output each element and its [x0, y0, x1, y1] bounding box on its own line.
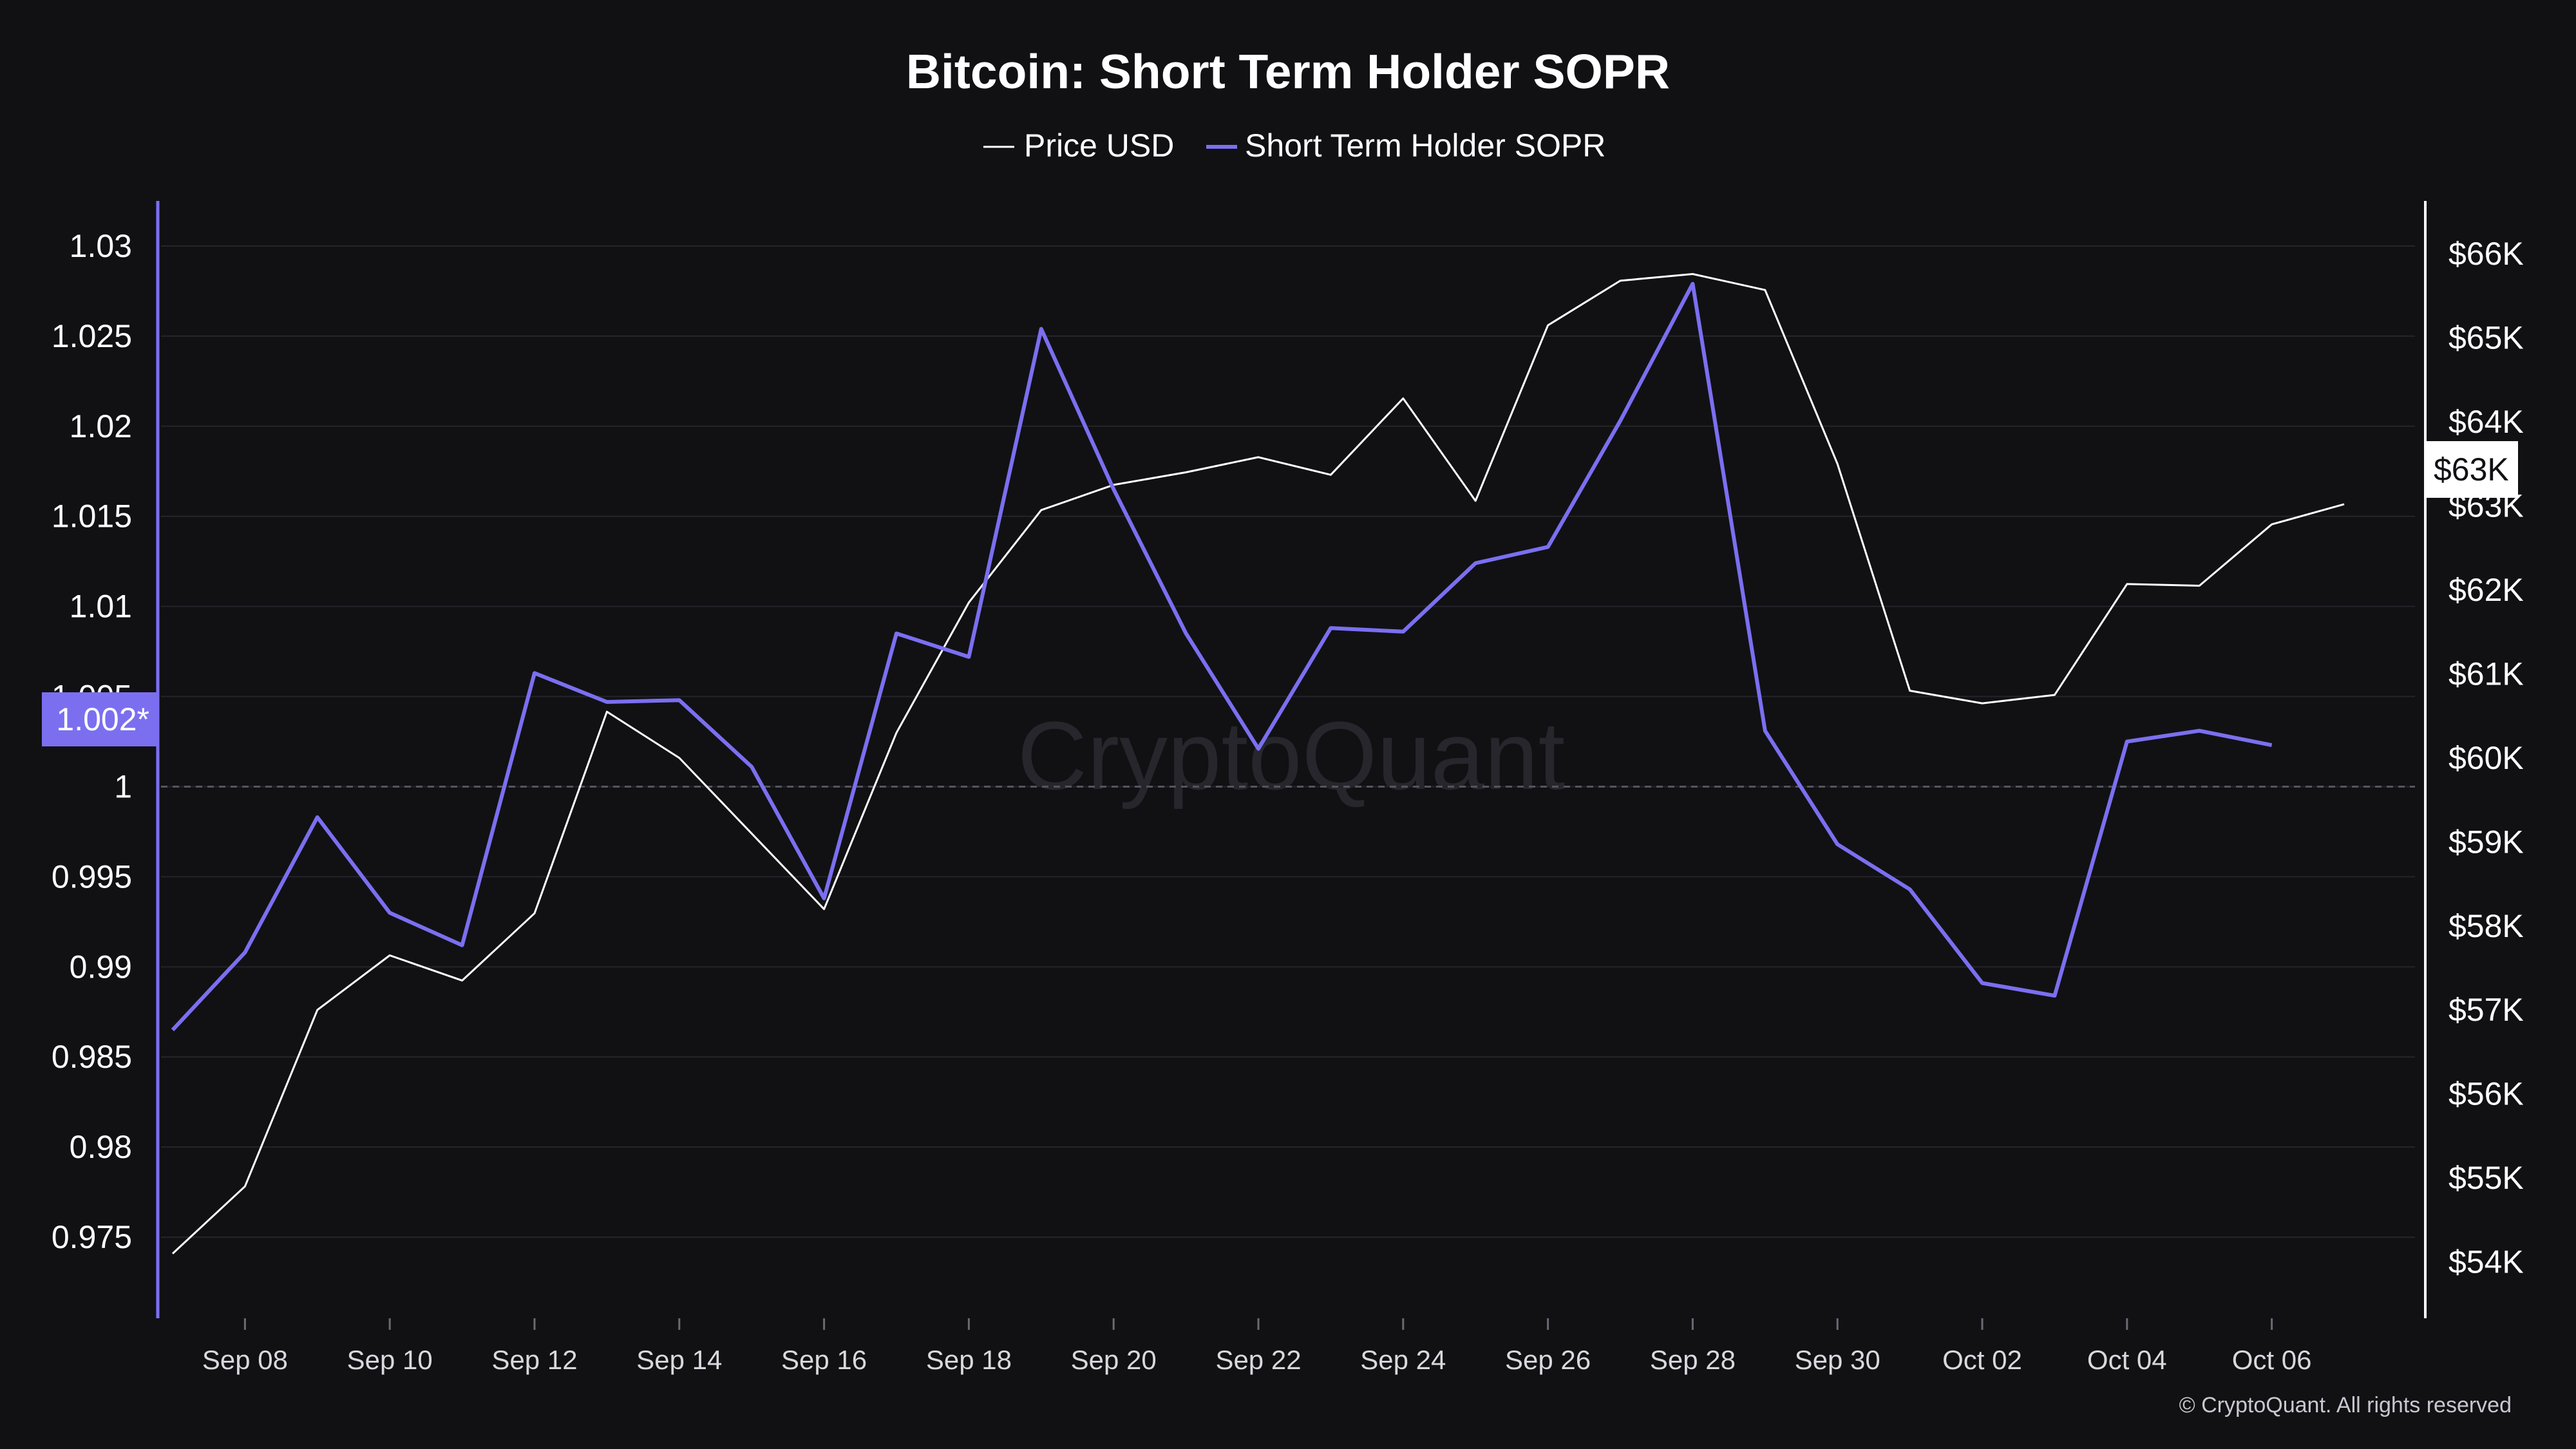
legend-sopr-label[interactable]: Short Term Holder SOPR — [1245, 128, 1605, 164]
x-tick-label: Oct 02 — [1942, 1345, 2022, 1375]
left-tick-label: 0.985 — [52, 1039, 132, 1075]
left-tick-label: 0.975 — [52, 1219, 132, 1255]
right-tick-label: $65K — [2448, 320, 2524, 356]
right-tick-label: $55K — [2448, 1160, 2524, 1196]
left-tick-label: 0.98 — [70, 1129, 132, 1165]
x-tick-label: Sep 10 — [347, 1345, 433, 1375]
left-tick-label: 1.02 — [70, 408, 132, 444]
left-tick-label: 0.99 — [70, 949, 132, 985]
left-tick-label: 1.03 — [70, 228, 132, 264]
right-tick-label: $56K — [2448, 1076, 2524, 1112]
right-tick-label: $58K — [2448, 908, 2524, 944]
right-tick-label: $54K — [2448, 1244, 2524, 1280]
left-value-badge-text: 1.002* — [56, 701, 149, 737]
x-tick-label: Oct 04 — [2087, 1345, 2167, 1375]
x-tick-label: Oct 06 — [2232, 1345, 2312, 1375]
left-tick-label: 1.025 — [52, 318, 132, 354]
x-tick-label: Sep 26 — [1505, 1345, 1591, 1375]
left-tick-label: 1 — [114, 768, 132, 804]
right-tick-label: $59K — [2448, 824, 2524, 860]
price-usd-line — [171, 273, 2345, 1255]
chart-title: Bitcoin: Short Term Holder SOPR — [906, 44, 1670, 99]
left-tick-label: 0.995 — [52, 858, 132, 895]
x-tick-label: Sep 30 — [1795, 1345, 1880, 1375]
x-tick-label: Sep 20 — [1071, 1345, 1157, 1375]
left-value-badge-box — [42, 692, 156, 746]
x-axis-ticks: Sep 08 Sep 10 Sep 12 Sep 14 Sep 16 Sep 18 Sep … — [202, 1318, 2312, 1375]
x-tick-label: Sep 24 — [1360, 1345, 1446, 1375]
x-tick-label: Sep 14 — [636, 1345, 722, 1375]
legend-price-label[interactable]: Price USD — [1024, 128, 1174, 164]
x-tick-label: Sep 16 — [781, 1345, 867, 1375]
x-tick-label: Sep 08 — [202, 1345, 288, 1375]
right-tick-label: $66K — [2448, 236, 2524, 272]
right-tick-label: $61K — [2448, 656, 2524, 692]
x-tick-label: Sep 12 — [491, 1345, 577, 1375]
right-value-badge: $63K — [2427, 441, 2518, 498]
left-tick-label: 1.01 — [70, 589, 132, 625]
legend: Price USD Short Term Holder SOPR — [983, 128, 1605, 164]
right-value-badge-text: $63K — [2434, 451, 2509, 488]
right-tick-label: $62K — [2448, 572, 2524, 608]
x-tick-label: Sep 22 — [1215, 1345, 1301, 1375]
right-tick-label: $64K — [2448, 404, 2524, 440]
x-tick-label: Sep 18 — [926, 1345, 1012, 1375]
sopr-line — [171, 281, 2273, 1032]
left-value-badge: 1.002* — [42, 692, 156, 746]
right-tick-label: $57K — [2448, 992, 2524, 1028]
x-tick-label: Sep 28 — [1650, 1345, 1736, 1375]
watermark: CryptoQuant — [1018, 701, 1565, 810]
right-value-badge-box — [2427, 441, 2518, 498]
copyright-notice: © CryptoQuant. All rights reserved — [2179, 1393, 2512, 1417]
left-tick-label: 1.015 — [52, 498, 132, 535]
right-tick-label: $60K — [2448, 740, 2524, 776]
